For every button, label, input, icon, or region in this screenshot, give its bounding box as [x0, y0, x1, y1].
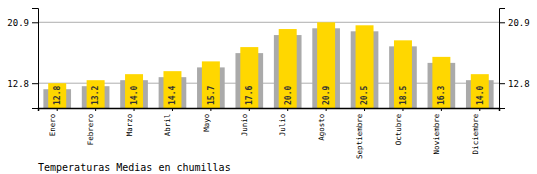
- x-tick-mark: [287, 108, 288, 111]
- bars: [43, 22, 493, 108]
- x-tick: Noviembre: [432, 108, 441, 154]
- y-tick: 12.8: [7, 79, 38, 89]
- data-label: 20.5: [360, 86, 369, 105]
- data-label: 14.0: [476, 86, 485, 105]
- data-label: 15.7: [207, 86, 216, 105]
- x-tick-label: Junio: [240, 113, 249, 136]
- x-tick-label: Septiembre: [355, 113, 364, 159]
- x-tick-mark: [210, 108, 211, 111]
- data-label: 14.4: [168, 86, 177, 105]
- x-tick-mark: [364, 108, 365, 111]
- y-tick: 20.9: [7, 18, 38, 28]
- bar: [394, 40, 412, 108]
- x-tick-label: Agosto: [317, 113, 326, 141]
- x-tick-label: Enero: [48, 113, 57, 136]
- x-tick-mark: [95, 108, 96, 111]
- grid-line: [38, 22, 499, 23]
- data-label: 18.5: [399, 86, 408, 105]
- y2-tick-label: 12.8: [508, 79, 530, 89]
- x-tick-mark: [172, 108, 173, 111]
- bar: [356, 25, 374, 108]
- bar-series: [48, 22, 489, 108]
- bar: [279, 29, 297, 108]
- x-tick: Abril: [163, 108, 172, 136]
- data-labels: 12.8 13.2 14.0 14.4 15.7 17.6 20.0 20.9 20.5 18.5…: [53, 86, 485, 105]
- x-tick-label: Diciembre: [471, 113, 480, 154]
- x-tick-mark: [326, 108, 327, 111]
- y2-axis-line: [500, 9, 506, 109]
- x-tick-mark: [57, 108, 58, 111]
- y-tick-label: 12.8: [7, 79, 29, 89]
- data-label: 20.9: [322, 86, 331, 105]
- y-axis-line: [32, 9, 39, 109]
- bar: [87, 80, 105, 108]
- y2-axis: 12.8 20.9: [499, 9, 530, 109]
- x-tick-mark: [479, 108, 480, 111]
- plot: Enero Febrero Marzo Abril Mayo Junio Julio Agos…: [7, 9, 529, 159]
- data-label: 14.0: [130, 86, 139, 105]
- x-tick-label: Abril: [163, 114, 172, 137]
- x-tick-label: Mayo: [202, 113, 211, 132]
- x-tick-mark: [402, 108, 403, 111]
- data-label: 12.8: [53, 86, 62, 105]
- x-tick-mark: [441, 108, 442, 111]
- bar: [471, 74, 489, 108]
- x-tick: Enero: [48, 108, 57, 136]
- x-tick: Julio: [278, 108, 287, 136]
- bar: [163, 71, 181, 108]
- title: Temperaturas Medias en chumillas: [38, 162, 231, 173]
- bar: [202, 61, 220, 108]
- chart: Enero Febrero Marzo Abril Mayo Junio Julio Agos…: [0, 0, 537, 174]
- data-label: 16.3: [437, 86, 446, 105]
- bar: [240, 47, 258, 108]
- x-tick: Agosto: [317, 108, 326, 141]
- x-tick-label: Marzo: [125, 113, 134, 136]
- y2-tick-mark: [499, 22, 505, 23]
- x-tick: Octubre: [394, 108, 403, 145]
- x-tick: Marzo: [125, 108, 134, 136]
- x-tick: Febrero: [86, 108, 95, 145]
- y-axis: 12.8 20.9: [7, 9, 38, 109]
- y2-tick-mark: [499, 83, 505, 84]
- x-tick-label: Noviembre: [432, 113, 441, 154]
- x-tick-label: Julio: [278, 113, 287, 136]
- x-tick: Septiembre: [355, 108, 364, 159]
- data-label: 17.6: [245, 86, 254, 105]
- bar: [125, 74, 143, 108]
- bar: [432, 57, 450, 108]
- x-tick: Diciembre: [471, 108, 480, 154]
- x-tick-label: Febrero: [86, 113, 95, 145]
- bar: [48, 83, 66, 108]
- x-axis-line: [39, 109, 500, 112]
- y2-tick: 12.8: [499, 79, 530, 89]
- y-tick-mark: [32, 83, 38, 84]
- x-tick-mark: [134, 108, 135, 111]
- x-tick-label: Octubre: [394, 113, 403, 145]
- data-label: 13.2: [91, 86, 100, 105]
- x-tick: Junio: [240, 108, 249, 136]
- bar: [82, 86, 110, 108]
- bar: [317, 22, 335, 108]
- x-axis: Enero Febrero Marzo Abril Mayo Junio Julio Agos…: [39, 108, 500, 159]
- y-tick-label: 20.9: [7, 18, 29, 28]
- bar-series: [43, 28, 493, 108]
- y2-tick: 20.9: [499, 18, 530, 28]
- y-tick-mark: [32, 22, 38, 23]
- x-tick-mark: [249, 108, 250, 111]
- data-label: 20.0: [284, 86, 293, 105]
- y2-tick-label: 20.9: [508, 18, 530, 28]
- x-tick: Mayo: [202, 108, 211, 132]
